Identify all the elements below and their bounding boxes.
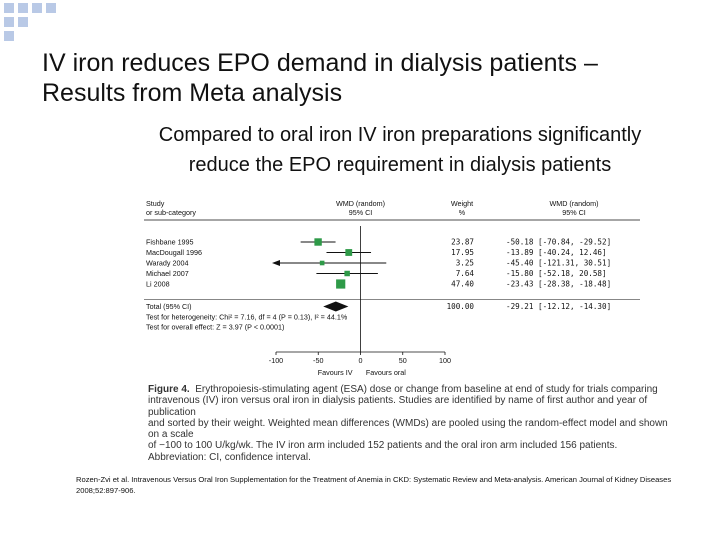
x-tick-label: 100 <box>439 356 451 365</box>
citation-line-2: 2008;52:897-906. <box>76 486 136 495</box>
header-weight: Weight <box>451 199 473 208</box>
slide-subtitle-line-1: Compared to oral iron IV iron preparatio… <box>158 124 642 146</box>
study-wmd-ci: -50.18 [-70.84, -29.52] <box>506 238 611 247</box>
total-diamond <box>323 301 349 312</box>
study-marker <box>314 238 322 246</box>
total-weight: 100.00 <box>447 302 475 311</box>
x-tick-label: 0 <box>359 356 363 365</box>
study-name: MacDougall 1996 <box>146 248 202 257</box>
slide-subtitle: Compared to oral iron IV iron preparatio… <box>100 120 700 180</box>
caption-line-2: intravenous (IV) iron versus oral iron i… <box>148 395 648 418</box>
slide-title-line-1: IV iron reduces EPO demand in dialysis p… <box>42 49 598 77</box>
caption-figure-label: Figure 4. <box>148 384 190 395</box>
x-tick-label: 50 <box>399 356 407 365</box>
study-name: Michael 2007 <box>146 269 189 278</box>
header-weight-sub: % <box>459 208 466 217</box>
slide-subtitle-line-2: reduce the EPO requirement in dialysis p… <box>188 154 612 176</box>
citation-line-1: Rozen-Zvi et al. Intravenous Versus Oral… <box>76 475 672 484</box>
deco-square <box>18 3 28 13</box>
deco-square <box>46 3 56 13</box>
slide-title: IV iron reduces EPO demand in dialysis p… <box>42 48 702 108</box>
study-marker <box>345 249 353 256</box>
x-tick-label: -50 <box>313 356 323 365</box>
study-weight: 23.87 <box>451 238 474 247</box>
caption-line-1: Figure 4. Erythropoiesis-stimulating age… <box>148 384 678 395</box>
study-marker <box>319 260 325 266</box>
citation: Rozen-Zvi et al. Intravenous Versus Oral… <box>76 474 706 496</box>
slide-title-line-2: Results from Meta analysis <box>42 79 343 107</box>
study-weight: 17.95 <box>451 248 474 257</box>
forest-plot-figure: Study or sub-category WMD (random) 95% CI We… <box>140 192 680 454</box>
study-weight: 7.64 <box>456 269 475 278</box>
caption-line-4: of −100 to 100 U/kg/wk. The IV iron arm … <box>148 440 618 452</box>
favours-right-label: Favours oral <box>366 368 406 377</box>
header-study-sub: or sub-category <box>146 208 196 217</box>
x-tick-label: -100 <box>269 356 283 365</box>
header-wmd: WMD (random) <box>336 199 385 208</box>
header-study: Study <box>146 199 165 208</box>
total-wmd-ci: -29.21 [-12.12, -14.30] <box>506 302 611 311</box>
study-wmd-ci: -23.43 [-28.38, -18.48] <box>506 280 611 289</box>
ci-arrow <box>272 260 280 266</box>
deco-square <box>4 3 14 13</box>
favours-left-label: Favours IV <box>318 368 353 377</box>
study-marker <box>344 270 350 277</box>
deco-square <box>18 17 28 27</box>
deco-square <box>4 31 14 41</box>
figure-caption: Figure 4. Erythropoiesis-stimulating age… <box>148 384 678 463</box>
header-wmd-right: WMD (random) <box>549 199 598 208</box>
study-wmd-ci: -13.89 [-40.24, 12.46] <box>506 248 607 257</box>
study-wmd-ci: -15.80 [-52.18, 20.58] <box>506 269 607 278</box>
study-name: Fishbane 1995 <box>146 238 194 247</box>
heterogeneity-text: Test for heterogeneity: Chi² = 7.16, df … <box>146 313 348 322</box>
study-weight: 3.25 <box>456 259 474 268</box>
caption-line-3: and sorted by their weight. Weighted mea… <box>148 417 668 441</box>
total-name: Total (95% CI) <box>146 302 192 311</box>
study-name: Warady 2004 <box>146 259 188 268</box>
deco-square <box>4 17 14 27</box>
caption-line-5: Abbreviation: CI, confidence interval. <box>148 451 311 463</box>
study-marker <box>336 279 346 289</box>
study-name: Li 2008 <box>146 280 170 289</box>
deco-square <box>32 3 42 13</box>
overall-effect-text: Test for overall effect: Z = 3.97 (P < 0… <box>146 323 284 332</box>
corner-decoration <box>0 0 64 44</box>
caption-text-1: Erythropoiesis-stimulating agent (ESA) d… <box>195 384 658 395</box>
header-wmd-right-sub: 95% CI <box>562 208 586 217</box>
study-weight: 47.40 <box>451 280 474 289</box>
study-wmd-ci: -45.40 [-121.31, 30.51] <box>506 259 611 268</box>
header-wmd-sub: 95% CI <box>349 208 373 217</box>
